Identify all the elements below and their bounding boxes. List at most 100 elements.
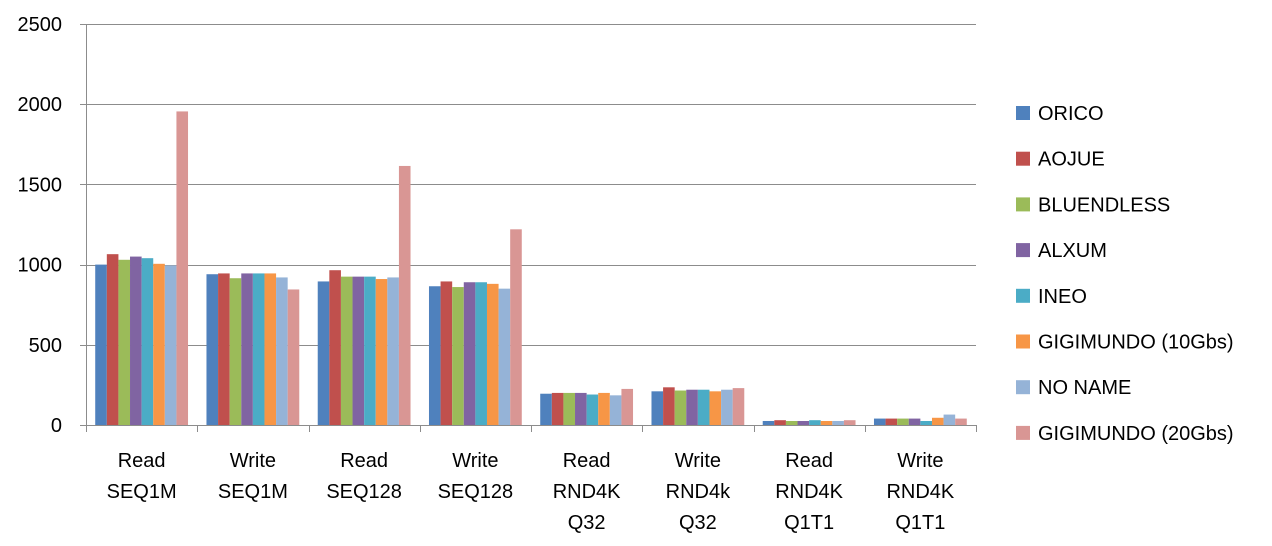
bar [95, 264, 107, 425]
bar [551, 392, 564, 425]
bar [241, 273, 253, 425]
bar [908, 418, 921, 425]
bar [931, 417, 944, 425]
legend-label: AOJUE [1038, 149, 1105, 171]
series-aojue [106, 254, 898, 425]
bar [141, 258, 154, 425]
category-label-line: Read [118, 450, 166, 472]
category-label-line: Write [897, 450, 943, 472]
series-alxum [130, 256, 921, 425]
bar [452, 287, 464, 425]
category-label-line: Write [230, 450, 276, 472]
legend-label: BLUENDLESS [1038, 194, 1170, 216]
category-label: Write RND4k Q32 [666, 450, 731, 534]
bar [387, 277, 399, 425]
bar [329, 270, 341, 425]
bar [709, 391, 722, 425]
category-label-line: SEQ128 [326, 481, 402, 503]
legend-swatch [1016, 243, 1030, 258]
y-tick-label: 2000 [18, 94, 63, 116]
bar [732, 388, 745, 425]
bar [118, 259, 131, 425]
legend: ORICO AOJUE BLUENDLESS ALXUM INEO GIGIMUNDO (… [1016, 103, 1234, 445]
bar [229, 278, 242, 425]
bar [498, 288, 511, 425]
legend-item: BLUENDLESS [1016, 194, 1170, 216]
bar [873, 418, 886, 425]
bar [486, 283, 499, 425]
legend-swatch [1016, 151, 1030, 166]
legend-label: GIGIMUNDO (20Gbs) [1038, 423, 1234, 445]
category-label: Read RND4K Q1T1 [775, 450, 843, 534]
bar [721, 389, 733, 425]
category-label-line: RND4K [775, 481, 843, 503]
bar [352, 276, 365, 425]
bar [598, 392, 610, 425]
bar [252, 273, 265, 425]
bar [920, 420, 932, 425]
series-gigimundo-10gbs [153, 263, 944, 425]
bar [575, 392, 587, 425]
category-label-line: RND4k [666, 481, 731, 503]
bar [785, 420, 798, 425]
bar [375, 279, 388, 425]
legend-swatch [1016, 197, 1030, 212]
category-label-line: Read [563, 450, 611, 472]
bar [885, 418, 898, 425]
bar [440, 281, 453, 425]
bar [832, 420, 844, 425]
bar [206, 274, 219, 425]
series-no-name [164, 265, 956, 425]
legend-item: AOJUE [1016, 149, 1105, 171]
legend-item: NO NAME [1016, 377, 1131, 399]
legend-swatch [1016, 288, 1030, 303]
bar [398, 165, 411, 425]
bar [218, 273, 230, 425]
legend-label: NO NAME [1038, 377, 1131, 399]
category-label: Read SEQ1M [107, 450, 177, 503]
bar [955, 418, 967, 425]
bar [106, 254, 119, 425]
bar [153, 263, 165, 425]
legend-label: ALXUM [1038, 240, 1107, 262]
bar [287, 289, 300, 425]
bar [428, 286, 441, 425]
legend-item: GIGIMUNDO (10Gbs) [1016, 332, 1234, 354]
legend-label: GIGIMUNDO (10Gbs) [1038, 332, 1234, 354]
bar [621, 388, 634, 425]
bar [164, 265, 177, 425]
bar [663, 387, 675, 425]
legend-swatch [1016, 425, 1030, 440]
bar [820, 420, 833, 425]
legend-item: ORICO [1016, 103, 1104, 125]
bar [463, 282, 476, 425]
x-axis-labels: Read SEQ1M Write SEQ1M Read SEQ128 Write SEQ128… [107, 450, 955, 534]
series-ineo [141, 258, 932, 425]
legend-label: ORICO [1038, 103, 1104, 125]
bar [943, 414, 956, 425]
bar [809, 420, 821, 425]
bar [674, 390, 687, 425]
legend-swatch [1016, 380, 1030, 395]
bars [95, 111, 967, 426]
bar [774, 420, 786, 425]
category-label-line: Read [340, 450, 388, 472]
bar [340, 276, 353, 425]
category-label: Write SEQ128 [438, 450, 514, 503]
legend-swatch [1016, 106, 1030, 120]
y-tick-label: 500 [29, 335, 62, 357]
bar [686, 389, 698, 425]
bar [586, 394, 599, 425]
bar [540, 393, 552, 425]
series-gigimundo-20gbs [176, 111, 967, 426]
y-axis-labels: 0 500 1000 1500 2000 2500 [18, 14, 63, 437]
category-label-line: Write [452, 450, 498, 472]
category-label: Read RND4K Q32 [553, 450, 621, 534]
category-label-line: Write [675, 450, 721, 472]
legend-label: INEO [1038, 286, 1087, 308]
category-label: Write RND4K Q1T1 [886, 450, 954, 534]
category-label-line: RND4K [553, 481, 621, 503]
bar [563, 392, 576, 425]
category-label-line: SEQ1M [107, 481, 177, 503]
category-label-line: Q1T1 [784, 512, 834, 534]
